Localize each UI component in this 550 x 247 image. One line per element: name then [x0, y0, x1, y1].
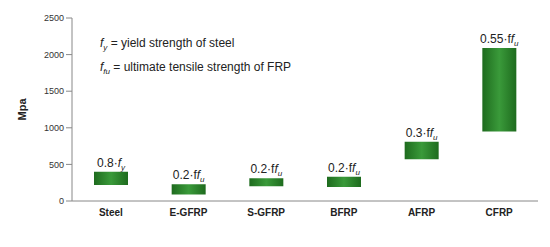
- svg-text:E-GFRP: E-GFRP: [170, 207, 208, 218]
- svg-text:0.55·ffu: 0.55·ffu: [480, 32, 519, 48]
- svg-text:2000: 2000: [44, 50, 64, 60]
- svg-text:2500: 2500: [44, 13, 64, 23]
- svg-text:1500: 1500: [44, 86, 64, 96]
- svg-text:S-GFRP: S-GFRP: [247, 207, 285, 218]
- svg-text:Mpa: Mpa: [16, 98, 28, 121]
- svg-text:0.2·ffu: 0.2·ffu: [250, 162, 282, 178]
- svg-text:0.2·ffu: 0.2·ffu: [173, 168, 205, 184]
- html-text:ffu= ultimate tensile strength: ffu= ultimate tensile strength of FRP: [100, 60, 292, 77]
- svg-text:0.2·ffu: 0.2·ffu: [328, 161, 360, 177]
- html-text:fy= yield strength of steel: fy= yield strength of steel: [100, 36, 235, 53]
- svg-text:BFRP: BFRP: [330, 207, 358, 218]
- svg-text:500: 500: [49, 160, 64, 170]
- svg-text:0.3·ffu: 0.3·ffu: [406, 126, 438, 142]
- svg-text:1000: 1000: [44, 123, 64, 133]
- svg-text:0: 0: [59, 196, 64, 206]
- svg-text:Steel: Steel: [99, 207, 123, 218]
- svg-text:CFRP: CFRP: [486, 207, 514, 218]
- svg-text:AFRP: AFRP: [408, 207, 436, 218]
- svg-text:0.8·fy: 0.8·fy: [97, 156, 126, 172]
